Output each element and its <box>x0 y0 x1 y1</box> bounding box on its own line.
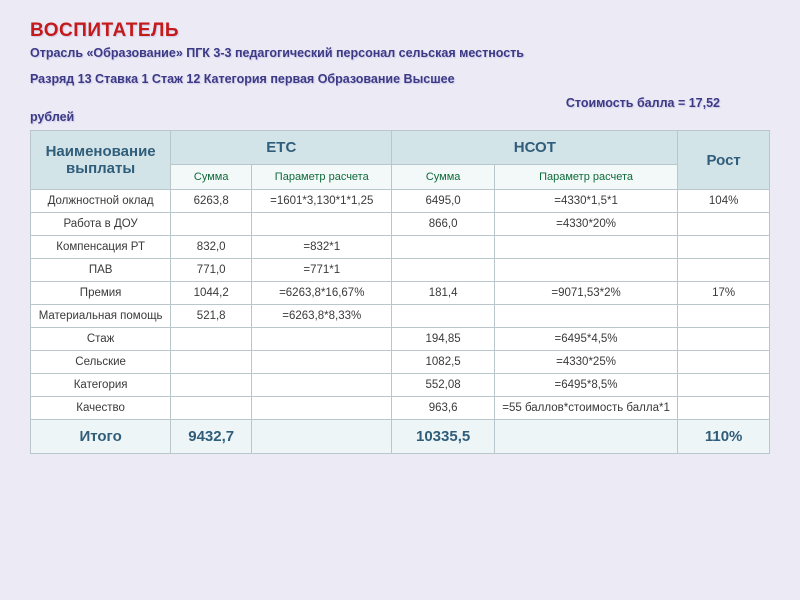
cell-etc_param: =6263,8*8,33% <box>252 305 392 328</box>
cell-name: Работа в ДОУ <box>31 213 171 236</box>
cell-rost <box>678 259 770 282</box>
cell-rost <box>678 305 770 328</box>
table-row: Компенсация РТ832,0=832*1 <box>31 236 770 259</box>
cell-etc_sum: 521,8 <box>171 305 252 328</box>
table-body: Должностной оклад6263,8=1601*3,130*1*1,2… <box>31 190 770 454</box>
cell-name: Сельские <box>31 351 171 374</box>
total-rost: 110% <box>678 420 770 454</box>
table-row: Категория 552,08=6495*8,5% <box>31 374 770 397</box>
cell-etc_sum: 1044,2 <box>171 282 252 305</box>
cell-etc_param <box>252 213 392 236</box>
total-hc_param <box>494 420 677 454</box>
cell-hc_param <box>494 259 677 282</box>
cell-hc_sum: 1082,5 <box>392 351 494 374</box>
cell-etc_sum <box>171 213 252 236</box>
table-row: Качество 963,6=55 баллов*стоимость балла*… <box>31 397 770 420</box>
cell-hc_sum: 963,6 <box>392 397 494 420</box>
cell-rost <box>678 213 770 236</box>
cell-hc_param: =9071,53*2% <box>494 282 677 305</box>
col-hcot-header: НСОТ <box>392 131 678 165</box>
col-hc-sum-header: Сумма <box>392 165 494 190</box>
cell-name: ПАВ <box>31 259 171 282</box>
page-title: ВОСПИТАТЕЛЬ <box>30 20 770 42</box>
table-row: Должностной оклад6263,8=1601*3,130*1*1,2… <box>31 190 770 213</box>
cell-rost: 104% <box>678 190 770 213</box>
cell-etc_param: =1601*3,130*1*1,25 <box>252 190 392 213</box>
cell-hc_param: =55 баллов*стоимость балла*1 <box>494 397 677 420</box>
cell-rost <box>678 397 770 420</box>
table-row: Работа в ДОУ 866,0=4330*20% <box>31 213 770 236</box>
cell-hc_param <box>494 236 677 259</box>
total-etc_sum: 9432,7 <box>171 420 252 454</box>
cell-etc_param <box>252 351 392 374</box>
cell-rost <box>678 236 770 259</box>
cell-hc_param: =4330*1,5*1 <box>494 190 677 213</box>
cell-hc_param: =6495*4,5% <box>494 328 677 351</box>
cell-rost <box>678 328 770 351</box>
cell-etc_param: =6263,8*16,67% <box>252 282 392 305</box>
cell-etc_sum: 832,0 <box>171 236 252 259</box>
cost-right: Стоимость балла = 17,52 <box>30 96 770 110</box>
cell-name: Категория <box>31 374 171 397</box>
cell-etc_sum <box>171 397 252 420</box>
table-row: Стаж 194,85=6495*4,5% <box>31 328 770 351</box>
cell-etc_sum <box>171 328 252 351</box>
total-hc_sum: 10335,5 <box>392 420 494 454</box>
table-total-row: Итого9432,7 10335,5 110% <box>31 420 770 454</box>
cell-name: Должностной оклад <box>31 190 171 213</box>
col-etc-sum-header: Сумма <box>171 165 252 190</box>
col-etc-header: ЕТС <box>171 131 392 165</box>
cell-hc_sum: 866,0 <box>392 213 494 236</box>
cell-name: Качество <box>31 397 171 420</box>
table-row: Сельские 1082,5=4330*25% <box>31 351 770 374</box>
cell-hc_param: =6495*8,5% <box>494 374 677 397</box>
cell-hc_sum <box>392 259 494 282</box>
cell-hc_sum: 181,4 <box>392 282 494 305</box>
total-etc_param <box>252 420 392 454</box>
cell-name: Компенсация РТ <box>31 236 171 259</box>
cell-etc_sum <box>171 374 252 397</box>
cost-line: Стоимость балла = 17,52 рублей <box>30 96 770 124</box>
cell-hc_param: =4330*25% <box>494 351 677 374</box>
cell-rost <box>678 374 770 397</box>
table-row: ПАВ771,0=771*1 <box>31 259 770 282</box>
cell-hc_sum: 552,08 <box>392 374 494 397</box>
cell-hc_param: =4330*20% <box>494 213 677 236</box>
cost-suffix: рублей <box>30 110 770 124</box>
cell-etc_param <box>252 374 392 397</box>
col-hc-param-header: Параметр расчета <box>494 165 677 190</box>
cell-hc_param <box>494 305 677 328</box>
cell-etc_sum <box>171 351 252 374</box>
cell-rost <box>678 351 770 374</box>
meta-line-2: Разряд 13 Ставка 1 Стаж 12 Категория пер… <box>30 70 770 88</box>
cell-hc_sum: 6495,0 <box>392 190 494 213</box>
table-row: Премия1044,2=6263,8*16,67%181,4=9071,53*… <box>31 282 770 305</box>
col-name-header: Наименование выплаты <box>31 131 171 190</box>
cell-rost: 17% <box>678 282 770 305</box>
table-row: Материальная помощь521,8=6263,8*8,33% <box>31 305 770 328</box>
col-rost-header: Рост <box>678 131 770 190</box>
cell-name: Стаж <box>31 328 171 351</box>
cell-hc_sum: 194,85 <box>392 328 494 351</box>
col-etc-param-header: Параметр расчета <box>252 165 392 190</box>
cell-etc_sum: 6263,8 <box>171 190 252 213</box>
total-name: Итого <box>31 420 171 454</box>
meta-line-1: Отрасль «Образование» ПГК 3-3 педагогиче… <box>30 44 770 62</box>
page: ВОСПИТАТЕЛЬ Отрасль «Образование» ПГК 3-… <box>0 0 800 474</box>
cell-name: Материальная помощь <box>31 305 171 328</box>
cell-etc_param <box>252 397 392 420</box>
cell-name: Премия <box>31 282 171 305</box>
salary-table: Наименование выплаты ЕТС НСОТ Рост Сумма… <box>30 130 770 454</box>
cell-etc_sum: 771,0 <box>171 259 252 282</box>
cell-etc_param <box>252 328 392 351</box>
cell-hc_sum <box>392 305 494 328</box>
cell-etc_param: =771*1 <box>252 259 392 282</box>
cell-hc_sum <box>392 236 494 259</box>
cell-etc_param: =832*1 <box>252 236 392 259</box>
